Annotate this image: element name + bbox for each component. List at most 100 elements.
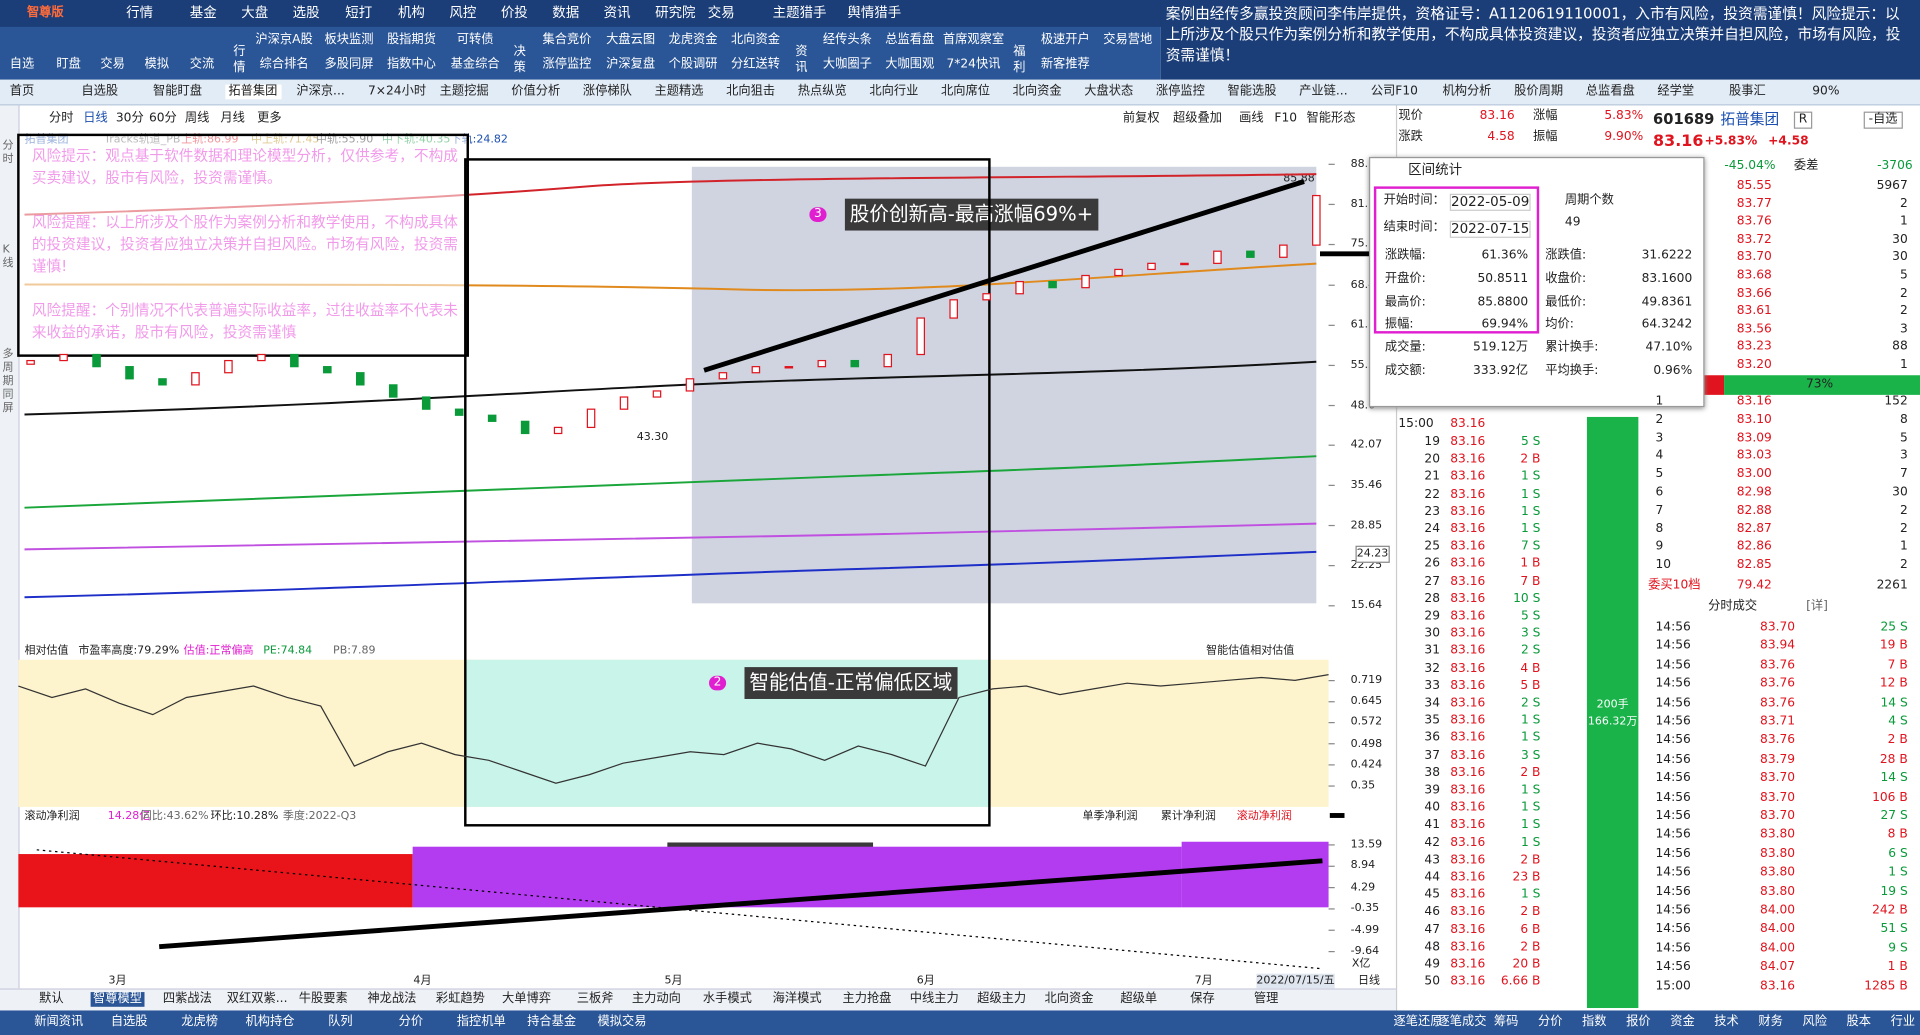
tab[interactable]: 智能盯盘	[153, 84, 203, 99]
tool-link[interactable]: 分红送转	[731, 57, 781, 72]
tab[interactable]: 大盘状态	[1084, 84, 1134, 99]
tab[interactable]: 首页	[9, 84, 35, 99]
model-tab[interactable]: 默认	[39, 992, 64, 1006]
menu-item[interactable]: 价投	[500, 4, 528, 21]
tool-link[interactable]: 可转债	[456, 33, 494, 47]
footer-tab[interactable]: 机构持仓	[245, 1015, 295, 1029]
footer-tab[interactable]: 队列	[328, 1015, 353, 1029]
right-tab[interactable]: 分价	[1537, 1015, 1563, 1029]
tab[interactable]: 公司F10	[1370, 84, 1418, 99]
tool-link[interactable]: 个股调研	[668, 57, 718, 72]
period-tab[interactable]: 更多	[257, 111, 282, 126]
model-tab[interactable]: 大单博弈	[502, 992, 552, 1006]
panel-button[interactable]: 累计净利润	[1160, 810, 1216, 823]
model-tab[interactable]: 海洋模式	[772, 992, 822, 1006]
model-tab[interactable]: 北向资金	[1044, 992, 1094, 1006]
tool-link[interactable]: 大咖围观	[885, 57, 935, 72]
tool-link[interactable]: 大咖圈子	[822, 57, 872, 72]
tab[interactable]: 自选股	[81, 84, 119, 99]
footer-tab[interactable]: 指控机单	[456, 1015, 506, 1029]
model-tab[interactable]: 神龙战法	[367, 992, 417, 1006]
period-tab[interactable]: 日线	[83, 111, 108, 126]
model-tab[interactable]: 四紫战法	[162, 992, 212, 1006]
tool-link[interactable]: 交易营地	[1103, 33, 1153, 47]
tool-link[interactable]: 股指期货	[386, 33, 436, 47]
model-tab[interactable]: 水手模式	[702, 992, 752, 1006]
model-tab[interactable]: 主力动向	[631, 992, 681, 1006]
model-tab[interactable]: 主力抢盘	[842, 992, 892, 1006]
side-tab[interactable]: 多周期同屏	[2, 348, 14, 415]
chart-tool[interactable]: 超级叠加	[1173, 111, 1223, 126]
menu-item[interactable]: 机构	[397, 4, 425, 21]
tool-link[interactable]: 新客推荐	[1040, 57, 1090, 72]
tool-link[interactable]: 沪深京A股	[255, 33, 313, 47]
tab[interactable]: 沪深京...	[296, 84, 345, 99]
tab[interactable]: 智能选股	[1227, 84, 1277, 99]
footer-tab[interactable]: 模拟交易	[597, 1015, 647, 1029]
period-tab[interactable]: 60分	[148, 111, 177, 126]
tab[interactable]: 涨停梯队	[582, 84, 632, 99]
tab[interactable]: 7×24小时	[367, 84, 427, 99]
tool-button[interactable]: 盯盘	[56, 57, 81, 72]
tool-link[interactable]: 基金综合	[450, 57, 500, 72]
tab[interactable]: 总监看盘	[1585, 84, 1635, 99]
tab[interactable]: 北向行业	[869, 84, 919, 99]
tool-link[interactable]: 首席观察室	[942, 33, 1005, 47]
chart-tool[interactable]: F10	[1274, 111, 1298, 126]
tool-link[interactable]: 总监看盘	[885, 33, 935, 47]
tab[interactable]: 机构分析	[1442, 84, 1492, 99]
tool-link[interactable]: 指数中心	[386, 57, 436, 72]
footer-tab[interactable]: 新闻资讯	[34, 1015, 84, 1029]
tab[interactable]: 主题精选	[654, 84, 704, 99]
button[interactable]: R	[1793, 111, 1813, 129]
period-tab[interactable]: 30分	[115, 111, 144, 126]
tool-link[interactable]: 集合竞价	[542, 33, 592, 47]
tool-link[interactable]: 7*24快讯	[946, 57, 1001, 72]
right-tab[interactable]: 股本	[1846, 1015, 1872, 1029]
model-tab[interactable]: 双红双紫...	[226, 992, 288, 1006]
tab[interactable]: 北向席位	[941, 84, 991, 99]
tool-link[interactable]: 涨停监控	[542, 57, 592, 72]
link[interactable]: [详]	[1806, 599, 1828, 614]
tab[interactable]: 经学堂	[1657, 84, 1695, 99]
tab[interactable]: 热点纵览	[797, 84, 847, 99]
tab[interactable]: 股事汇	[1728, 84, 1766, 99]
model-tab[interactable]: 三板斧	[576, 992, 614, 1006]
tool-link[interactable]: 经传头条	[822, 33, 872, 47]
menu-item[interactable]: 选股	[292, 4, 320, 21]
footer-tab[interactable]: 龙虎榜	[181, 1015, 218, 1029]
menu-item[interactable]: 风控	[449, 4, 477, 21]
side-tab[interactable]: K线	[2, 244, 14, 270]
menu-item[interactable]: 研究院	[655, 4, 696, 21]
model-tab[interactable]: 智尊模型	[90, 992, 145, 1007]
tool-button[interactable]: 交流	[189, 57, 215, 72]
footer-tab[interactable]: 分价	[398, 1015, 424, 1029]
right-tab[interactable]: 资金	[1670, 1015, 1695, 1029]
menu-item[interactable]: 基金	[189, 4, 217, 21]
tab[interactable]: 拓普集团	[224, 84, 282, 100]
tool-link[interactable]: 极速开户	[1040, 33, 1090, 47]
menu-item[interactable]: 行情	[126, 4, 154, 21]
tool-link[interactable]: 北向资金	[731, 33, 781, 47]
model-tab[interactable]: 彩虹趋势	[435, 992, 485, 1006]
right-tab[interactable]: 逐笔还原	[1393, 1015, 1443, 1029]
tab[interactable]: 股价周期	[1514, 84, 1564, 99]
model-tab[interactable]: 保存	[1190, 992, 1215, 1006]
tab[interactable]: 北向资金	[1012, 84, 1062, 99]
tool-link[interactable]: 龙虎资金	[668, 33, 718, 47]
tool-button[interactable]: 模拟	[144, 57, 169, 72]
menu-item[interactable]: 舆情猎手	[847, 4, 902, 21]
tab[interactable]: 主题挖掘	[439, 84, 489, 99]
model-tab[interactable]: 中线主力	[909, 992, 959, 1006]
right-tab[interactable]: 风险	[1802, 1015, 1827, 1029]
model-tab[interactable]: 管理	[1253, 992, 1279, 1006]
footer-tab[interactable]: 自选股	[110, 1015, 148, 1029]
model-tab[interactable]: 超级单	[1120, 992, 1158, 1006]
right-tab[interactable]: 筹码	[1493, 1015, 1519, 1029]
model-tab[interactable]: 牛股要素	[298, 992, 348, 1006]
period-tab[interactable]: 月线	[220, 111, 245, 126]
tool-link[interactable]: 综合排名	[259, 57, 309, 72]
right-tab[interactable]: 技术	[1714, 1015, 1739, 1029]
tool-link[interactable]: 沪深复盘	[606, 57, 656, 72]
tab[interactable]: 涨停监控	[1155, 84, 1205, 99]
